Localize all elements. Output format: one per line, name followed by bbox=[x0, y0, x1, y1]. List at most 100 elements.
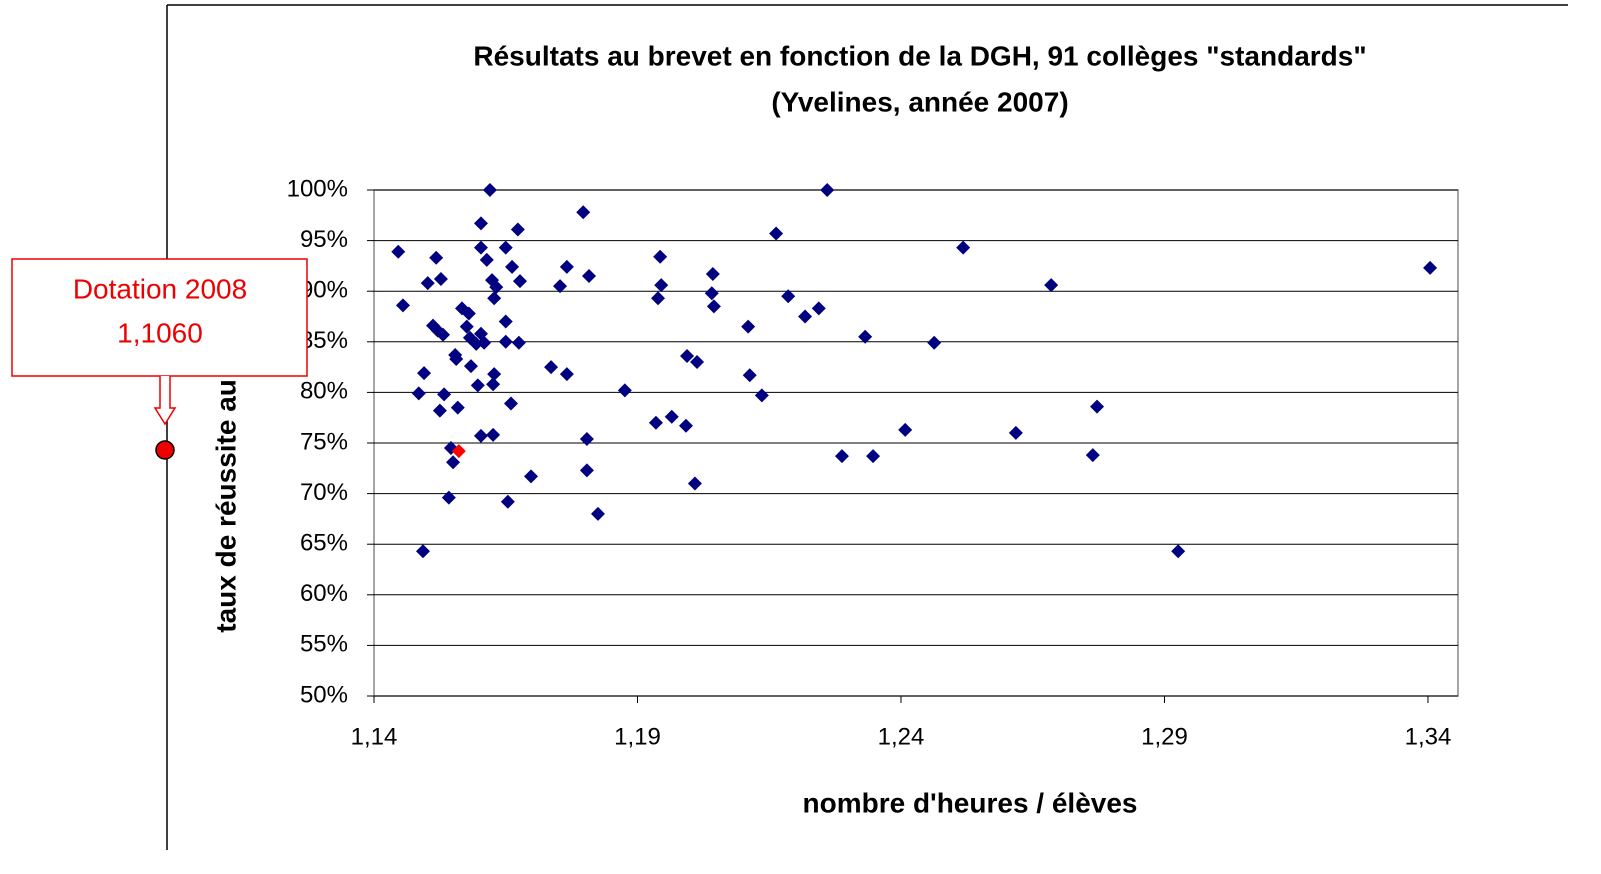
y-tick-label: 70% bbox=[300, 479, 348, 506]
point bbox=[510, 222, 525, 237]
y-tick-label: 75% bbox=[300, 428, 348, 455]
point bbox=[395, 298, 410, 313]
y-tick-label: 80% bbox=[300, 378, 348, 405]
y-tick-label: 55% bbox=[300, 631, 348, 658]
point bbox=[858, 329, 873, 344]
point bbox=[553, 279, 568, 294]
y-tick-label: 65% bbox=[300, 530, 348, 557]
point bbox=[429, 250, 444, 265]
point bbox=[820, 183, 835, 197]
point bbox=[690, 355, 705, 370]
point bbox=[834, 449, 849, 464]
point bbox=[420, 276, 435, 291]
point bbox=[544, 360, 559, 375]
callout-dot bbox=[155, 440, 175, 460]
x-tick-label: 1,29 bbox=[1141, 723, 1188, 750]
point bbox=[664, 409, 679, 424]
x-tick-label: 1,19 bbox=[614, 723, 661, 750]
point bbox=[741, 319, 756, 334]
point bbox=[590, 506, 605, 521]
point bbox=[436, 327, 451, 342]
point bbox=[451, 444, 466, 459]
point bbox=[449, 352, 464, 367]
point bbox=[500, 494, 515, 509]
point bbox=[653, 249, 668, 264]
point bbox=[432, 403, 447, 418]
y-tick-label: 90% bbox=[300, 277, 348, 304]
y-tick-label: 85% bbox=[300, 327, 348, 354]
x-tick-label: 1,24 bbox=[878, 723, 925, 750]
point bbox=[1090, 399, 1105, 414]
point bbox=[463, 359, 478, 374]
point bbox=[498, 334, 513, 349]
point bbox=[798, 309, 813, 324]
point bbox=[411, 386, 426, 401]
point bbox=[477, 335, 492, 350]
point bbox=[866, 449, 881, 464]
callout-text: 1,1060 bbox=[117, 317, 203, 348]
point bbox=[648, 415, 663, 430]
point bbox=[479, 252, 494, 267]
point bbox=[473, 428, 488, 443]
y-tick-label: 100% bbox=[287, 175, 348, 202]
point bbox=[617, 383, 632, 398]
point bbox=[504, 396, 519, 411]
point bbox=[487, 367, 502, 382]
point bbox=[473, 240, 488, 255]
point bbox=[487, 291, 502, 306]
point bbox=[898, 422, 913, 437]
point bbox=[450, 400, 465, 415]
point bbox=[781, 289, 796, 304]
point bbox=[446, 455, 461, 470]
point bbox=[489, 280, 504, 295]
point bbox=[706, 299, 721, 314]
callout-box bbox=[11, 258, 308, 377]
x-tick-label: 1,34 bbox=[1405, 723, 1452, 750]
point bbox=[651, 291, 666, 306]
point bbox=[461, 306, 476, 321]
point bbox=[524, 469, 539, 484]
point bbox=[473, 216, 488, 231]
point bbox=[512, 274, 527, 289]
point bbox=[391, 244, 406, 259]
point bbox=[654, 278, 669, 293]
point bbox=[498, 240, 513, 255]
x-tick-label: 1,14 bbox=[351, 723, 398, 750]
point bbox=[437, 387, 452, 402]
point bbox=[754, 388, 769, 403]
point bbox=[576, 205, 591, 220]
point bbox=[579, 431, 594, 446]
point bbox=[811, 301, 826, 316]
point bbox=[433, 272, 448, 287]
y-tick-label: 60% bbox=[300, 580, 348, 607]
point bbox=[956, 240, 971, 255]
point bbox=[678, 418, 693, 433]
point bbox=[1085, 448, 1100, 463]
point bbox=[742, 368, 757, 383]
x-axis-label: nombre d'heures / élèves bbox=[802, 787, 1137, 818]
callout-text: Dotation 2008 bbox=[73, 273, 247, 304]
point bbox=[417, 366, 432, 381]
point bbox=[559, 259, 574, 274]
point bbox=[769, 226, 784, 241]
point bbox=[1423, 260, 1438, 275]
point bbox=[486, 377, 501, 392]
y-tick-label: 95% bbox=[300, 226, 348, 253]
callout-arrow bbox=[153, 376, 177, 426]
point bbox=[505, 259, 520, 274]
point bbox=[559, 367, 574, 382]
point bbox=[680, 348, 695, 363]
point bbox=[441, 490, 456, 505]
point bbox=[687, 476, 702, 491]
point bbox=[1044, 278, 1059, 293]
chart-title: Résultats au brevet en fonction de la DG… bbox=[473, 40, 1366, 71]
callout: Dotation 2008 1,1060 bbox=[11, 258, 308, 460]
point bbox=[704, 286, 719, 301]
point bbox=[486, 427, 501, 442]
point bbox=[582, 269, 597, 284]
point bbox=[511, 335, 526, 350]
y-tick-label: 50% bbox=[300, 681, 348, 708]
point bbox=[1171, 544, 1186, 559]
point bbox=[1008, 425, 1023, 440]
